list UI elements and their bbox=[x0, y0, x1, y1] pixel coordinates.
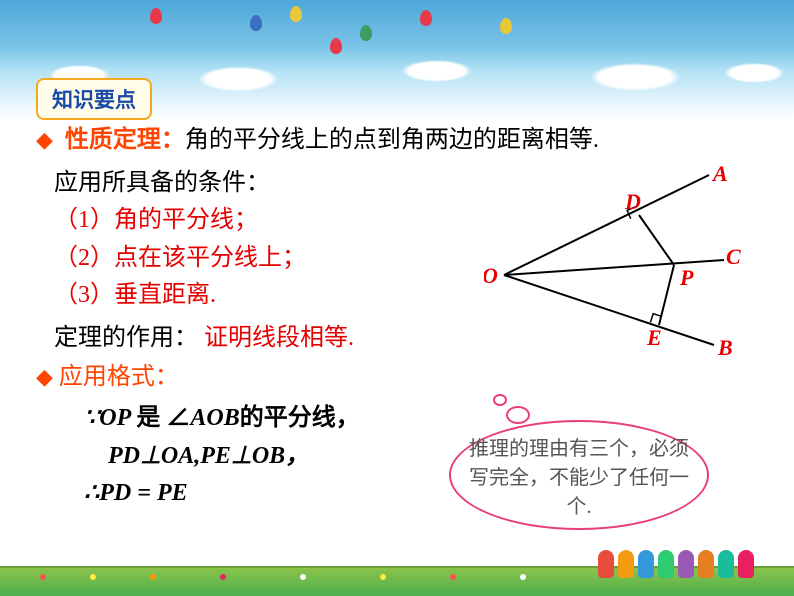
speech-text: 推理的理由有三个，必须写完全，不能少了任何一个. bbox=[461, 432, 697, 519]
theorem-line: ◆ 性质定理：角的平分线上的点到角两边的距离相等. bbox=[36, 122, 756, 159]
purpose-label: 定理的作用： bbox=[54, 325, 198, 351]
geometry-svg: O A B C D E P bbox=[484, 160, 744, 360]
format-label: ◆应用格式： bbox=[36, 359, 756, 396]
svg-text:D: D bbox=[624, 189, 641, 214]
proof-aob: AOB bbox=[190, 405, 239, 431]
because-symbol: ∵ bbox=[84, 405, 99, 431]
theorem-text: 角的平分线上的点到角两边的距离相等. bbox=[185, 127, 599, 153]
format-label-text: 应用格式： bbox=[59, 364, 179, 390]
kids-decoration bbox=[598, 550, 754, 578]
diamond-icon: ◆ bbox=[36, 127, 53, 152]
purpose-text: 证明线段相等. bbox=[204, 325, 354, 351]
knowledge-badge: 知识要点 bbox=[36, 78, 152, 120]
proof-mid: 是 ∠ bbox=[136, 405, 190, 431]
svg-text:O: O bbox=[484, 263, 498, 288]
theorem-label: 性质定理： bbox=[65, 127, 185, 153]
svg-text:E: E bbox=[646, 325, 662, 350]
geometry-diagram: O A B C D E P bbox=[484, 160, 744, 360]
diamond-icon-2: ◆ bbox=[36, 364, 53, 389]
speech-bubble: 推理的理由有三个，必须写完全，不能少了任何一个. bbox=[449, 420, 709, 530]
svg-text:A: A bbox=[711, 161, 728, 186]
svg-text:C: C bbox=[726, 244, 741, 269]
proof-op: OP bbox=[99, 405, 136, 431]
svg-text:B: B bbox=[717, 335, 733, 360]
proof-suffix: 的平分线， bbox=[240, 405, 360, 431]
svg-text:P: P bbox=[679, 265, 694, 290]
